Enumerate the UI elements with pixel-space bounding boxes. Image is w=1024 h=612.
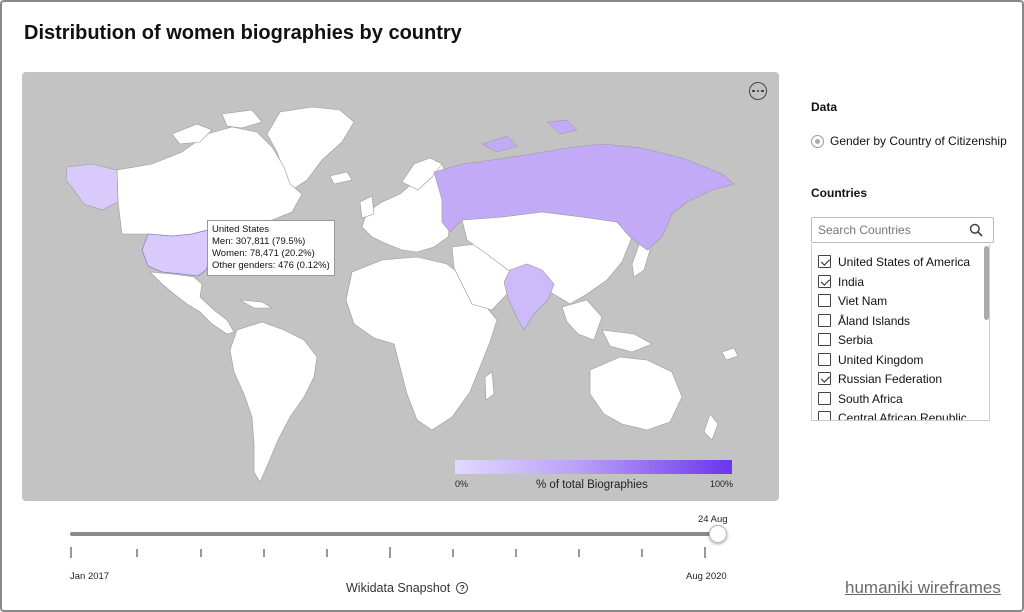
country-list: United States of America India Viet Nam … [811,244,990,421]
timeline-tick [578,549,580,557]
more-options-button[interactable] [749,82,767,100]
help-circle-icon[interactable]: ? [456,582,469,594]
country-usa-alaska [65,163,119,211]
tooltip-country: United States [212,224,270,235]
snapshot-label: Wikidata Snapshot [346,581,451,595]
list-item[interactable]: Viet Nam [818,291,887,310]
checkbox[interactable] [818,314,831,327]
legend-max-label: 100% [710,479,734,489]
region-south-america [229,321,318,483]
country-label: Viet Nam [838,293,888,308]
world-map [65,106,739,483]
country-label: Central African Republic [838,410,967,421]
country-list-scrollbar[interactable] [984,246,989,320]
country-label: India [838,274,865,289]
country-label: Russian Federation [838,371,943,386]
country-search [811,217,994,243]
list-item[interactable]: Central African Republic [818,408,967,421]
timeline-slider[interactable] [70,525,727,570]
checkbox[interactable] [818,411,831,420]
checkbox[interactable] [818,275,831,288]
timeline-tick [263,549,265,557]
timeline-start-label: Jan 2017 [70,571,110,582]
timeline-tick [515,549,517,557]
region-africa [345,256,498,431]
timeline-tick [70,547,72,558]
search-countries-input[interactable] [812,219,962,241]
world-map-panel: United States Men: 307,811 (79.5%) Women… [22,72,779,501]
country-greenland [266,106,355,191]
country-label: Serbia [838,332,873,347]
tooltip-women: Women: 78,471 (20.2%) [212,248,315,259]
timeline-tick [389,547,391,558]
data-option-gender-citizenship[interactable]: Gender by Country of Citizenship [811,134,1007,148]
legend-gradient-bar [455,460,732,474]
checkbox[interactable] [818,353,831,366]
list-item[interactable]: Åland Islands [818,311,910,330]
checkbox[interactable] [818,333,831,346]
timeline-tick [200,549,202,557]
checkbox[interactable] [818,372,831,385]
country-tooltip: United States Men: 307,811 (79.5%) Women… [207,220,335,276]
timeline-tick [136,549,138,557]
snapshot-caption: Wikidata Snapshot ? [346,581,469,595]
timeline-tick [452,549,454,557]
country-india [503,263,555,331]
checkbox[interactable] [818,294,831,307]
radio-icon[interactable] [811,134,824,148]
footer-link[interactable]: humaniki wireframes [845,578,1001,597]
list-item[interactable]: South Africa [818,389,903,408]
list-item[interactable]: India [818,272,864,291]
country-label: South Africa [838,391,903,406]
country-label: United States of America [838,254,971,269]
timeline-tick [641,549,643,557]
tooltip-men: Men: 307,811 (79.5%) [212,236,306,247]
data-heading: Data [811,100,838,114]
country-usa [141,229,218,277]
legend-min-label: 0% [455,479,469,489]
country-label: United Kingdom [838,352,924,367]
country-australia [589,356,683,431]
list-item[interactable]: Russian Federation [818,369,942,388]
timeline-tick [326,549,328,557]
timeline-end-label: Aug 2020 [686,571,727,582]
timeline-tick [704,547,706,558]
checkbox[interactable] [818,255,831,268]
timeline-track[interactable] [70,532,718,536]
country-mexico [149,271,235,335]
checkbox[interactable] [818,392,831,405]
data-option-label: Gender by Country of Citizenship [830,134,1007,148]
timeline-current-label: 24 Aug [698,514,728,525]
legend-title: % of total Biographies [536,479,648,491]
tooltip-other: Other genders: 476 (0.12%) [212,260,330,271]
list-item[interactable]: Serbia [818,330,873,349]
list-item[interactable]: United Kingdom [818,350,923,369]
country-label: Åland Islands [838,313,911,328]
list-item[interactable]: United States of America [818,252,970,271]
search-icon[interactable] [969,223,983,237]
timeline-thumb[interactable] [709,525,727,543]
country-russia [433,143,735,251]
page-title: Distribution of women biographies by cou… [24,22,462,44]
countries-heading: Countries [811,186,868,200]
